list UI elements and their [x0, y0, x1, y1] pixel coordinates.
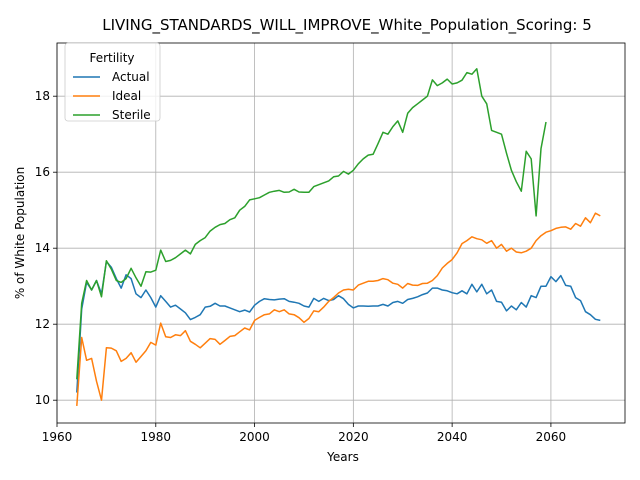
- y-tick-label: 14: [35, 241, 50, 255]
- legend: Fertility Actual Ideal Sterile: [64, 42, 161, 122]
- legend-label-sterile: Sterile: [112, 108, 151, 122]
- legend-label-actual: Actual: [112, 70, 150, 84]
- x-tick-label: 2040: [437, 430, 468, 444]
- x-tick-label: 1960: [42, 430, 73, 444]
- x-axis: 1960 1980 2000 2020 2040 2060: [42, 423, 566, 444]
- series-line-ideal: [76, 212, 601, 406]
- chart-title: LIVING_STANDARDS_WILL_IMPROVE_White_Popu…: [102, 16, 592, 35]
- legend-frame: [64, 42, 161, 122]
- y-axis-title: % of White Population: [13, 167, 27, 299]
- x-tick-label: 2060: [536, 430, 567, 444]
- series-line-actual: [76, 260, 601, 393]
- y-tick-label: 12: [35, 317, 50, 331]
- x-axis-title: Years: [326, 450, 359, 464]
- x-tick-label: 1980: [141, 430, 172, 444]
- legend-title: Fertility: [89, 51, 134, 65]
- plot-series: [76, 68, 601, 406]
- x-tick-label: 2020: [338, 430, 369, 444]
- series-line-sterile: [76, 68, 547, 380]
- y-tick-label: 10: [35, 393, 50, 407]
- y-tick-label: 18: [35, 89, 50, 103]
- plot-frame: [56, 42, 626, 424]
- y-tick-label: 16: [35, 165, 50, 179]
- y-axis: 10 12 14 16 18: [35, 89, 57, 407]
- legend-label-ideal: Ideal: [112, 89, 141, 103]
- x-tick-label: 2000: [239, 430, 270, 444]
